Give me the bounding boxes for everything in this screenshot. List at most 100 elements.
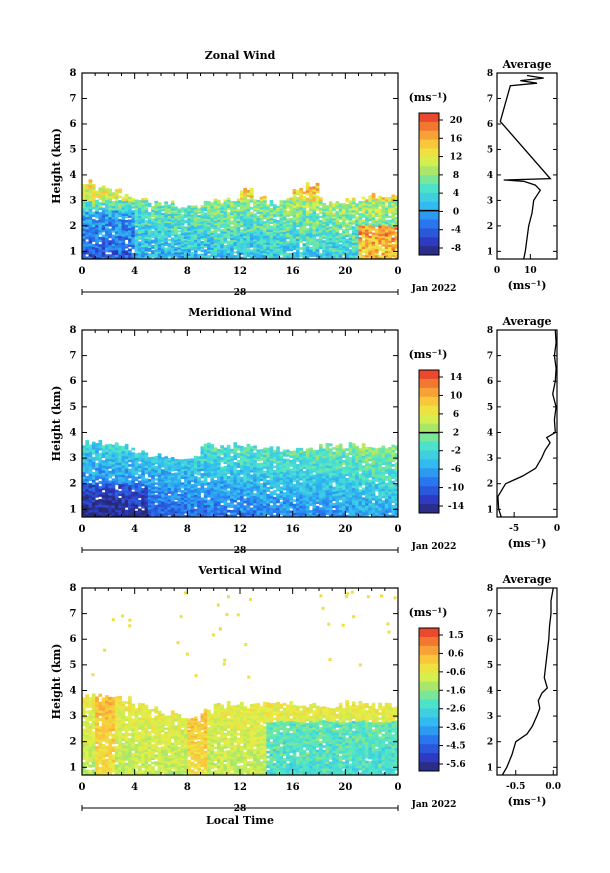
heatmap-cell	[190, 493, 195, 496]
heatmap-cell	[299, 228, 303, 231]
heatmap-cell	[137, 508, 142, 511]
heatmap-cell	[141, 481, 145, 485]
heatmap-cell	[91, 254, 96, 257]
colorbar-segment	[419, 175, 439, 185]
heatmap-cell	[111, 250, 116, 253]
heatmap-cell	[118, 490, 122, 494]
heatmap-cell	[141, 252, 145, 256]
heatmap-cell	[177, 220, 182, 223]
heatmap-cell	[361, 250, 366, 254]
heatmap-cell	[319, 242, 323, 245]
heatmap-cell	[355, 251, 359, 254]
heatmap-cell	[322, 219, 326, 223]
heatmap-cell	[190, 513, 195, 516]
heatmap-cell	[154, 245, 159, 248]
heatmap-cell	[197, 498, 201, 501]
heatmap-cell	[249, 251, 254, 255]
heatmap-cell	[170, 208, 175, 211]
colorbar-tick-label: -8	[451, 244, 461, 254]
heatmap-cell	[309, 234, 313, 238]
heatmap-cell	[263, 250, 267, 254]
heatmap-cell	[381, 252, 386, 256]
heatmap-cell	[164, 230, 168, 233]
heatmap-cell	[289, 240, 294, 243]
heatmap-cell	[249, 502, 254, 506]
heatmap-cell	[121, 219, 126, 223]
heatmap-cell	[187, 503, 192, 506]
heatmap-cell	[236, 462, 241, 466]
heatmap-cell	[121, 238, 126, 241]
heatmap-cell	[91, 221, 96, 225]
heatmap-cell	[131, 484, 136, 488]
heatmap-cell	[256, 483, 261, 486]
heatmap-cell	[85, 189, 89, 193]
heatmap-cell	[312, 481, 317, 484]
heatmap-cell	[328, 514, 333, 518]
heatmap-cell	[243, 242, 247, 246]
heatmap-cell	[203, 502, 208, 506]
heatmap-cell	[197, 470, 201, 474]
heatmap-cell	[240, 505, 244, 508]
heatmap-cell	[137, 209, 142, 213]
heatmap-cell	[105, 456, 109, 460]
heatmap-cell	[286, 499, 290, 502]
heatmap-cell	[315, 514, 320, 518]
heatmap-cell	[85, 499, 89, 502]
heatmap-cell	[88, 478, 93, 482]
heatmap-cell	[91, 231, 96, 235]
heatmap-cell	[216, 469, 221, 473]
heatmap-cell	[230, 458, 234, 461]
heatmap-cell	[302, 514, 307, 518]
heatmap-cell	[325, 494, 330, 498]
heatmap-cell	[266, 238, 271, 242]
heatmap-cell	[131, 212, 136, 215]
heatmap-cell	[286, 505, 290, 509]
heatmap-cell	[200, 448, 205, 452]
heatmap-cell	[391, 222, 396, 225]
heatmap-cell	[118, 502, 122, 506]
heatmap-cell	[230, 231, 234, 235]
heatmap-cell	[259, 485, 264, 488]
colorbar-unit: (ms⁻¹)	[409, 91, 448, 104]
heatmap-cell	[111, 449, 116, 453]
heatmap-cell	[335, 220, 340, 223]
heatmap-cell	[85, 452, 89, 456]
heatmap-cell	[95, 195, 99, 198]
heatmap-cell	[131, 256, 136, 260]
heatmap-cell	[253, 223, 257, 226]
heatmap-cell	[141, 488, 145, 491]
heatmap-cell	[108, 504, 113, 508]
heatmap-cell	[101, 512, 106, 515]
heatmap-cell	[325, 447, 330, 451]
heatmap-cell	[184, 207, 188, 210]
heatmap-cell	[319, 458, 323, 462]
heatmap-cell	[177, 225, 182, 228]
heatmap-cell	[259, 449, 264, 452]
heatmap-cell	[263, 449, 267, 453]
heatmap-cell	[128, 202, 132, 206]
heatmap-cell	[282, 214, 287, 217]
heatmap-cell	[141, 512, 145, 516]
heatmap-cell	[299, 500, 303, 504]
heatmap-cell	[295, 475, 300, 479]
heatmap-cell	[154, 510, 159, 514]
heatmap-cell	[319, 473, 323, 477]
heatmap-cell	[295, 452, 300, 456]
heatmap-cell	[315, 481, 320, 484]
heatmap-cell	[345, 204, 350, 207]
heatmap-cell	[118, 462, 122, 466]
colorbar-segment	[419, 219, 439, 229]
heatmap-cell	[85, 226, 89, 230]
heatmap-cell	[187, 470, 192, 473]
average-y-tick-label: 8	[487, 69, 493, 79]
heatmap-cell	[95, 254, 99, 258]
heatmap-cell	[108, 244, 113, 248]
heatmap-cell	[240, 213, 244, 217]
heatmap-cell	[266, 475, 271, 479]
heatmap-cell	[289, 244, 294, 248]
heatmap-cell	[243, 249, 247, 253]
heatmap-cell	[147, 493, 152, 496]
heatmap-cell	[253, 486, 257, 489]
heatmap-cell	[295, 208, 300, 212]
heatmap-cell	[378, 210, 382, 214]
